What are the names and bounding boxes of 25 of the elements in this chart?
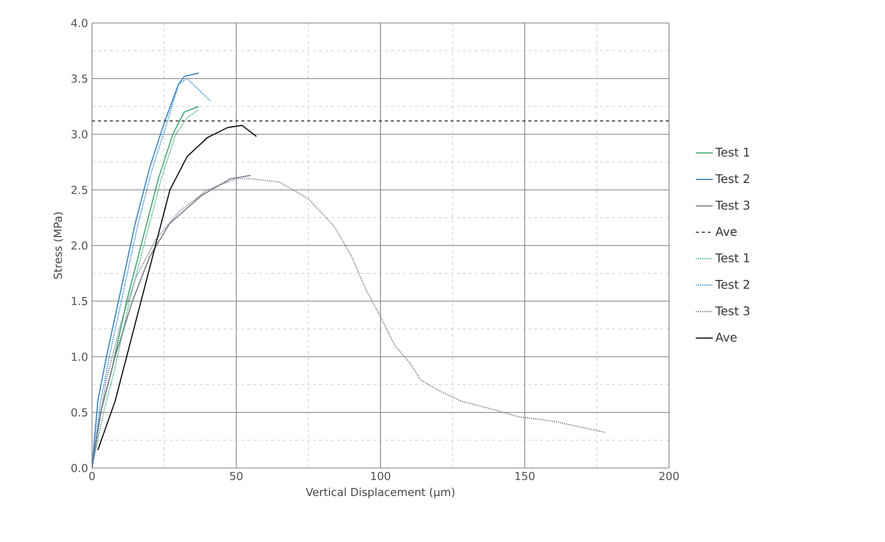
y-axis-title: Stress (MPa) [53, 212, 64, 279]
x-tick-label: 50 [230, 472, 242, 480]
x-tick-label: 200 [659, 472, 679, 480]
x-tick-label: 100 [371, 472, 390, 480]
legend-label: Ave [715, 227, 737, 236]
y-tick-label: 2.5 [72, 186, 88, 194]
legend-label: Test 3 [715, 306, 750, 316]
legend-label: Test 2 [715, 280, 750, 289]
y-tick-label: 1.5 [72, 297, 88, 306]
y-tick-label: 0.0 [71, 464, 88, 472]
y-tick-label: 3.5 [72, 74, 88, 83]
legend-label: Test 1 [715, 253, 750, 262]
x-tick-label: 0 [89, 472, 95, 480]
y-tick-label: 4.0 [71, 18, 88, 28]
x-axis-title: Vertical Displacement (µm) [306, 488, 454, 498]
legend-label: Test 2 [715, 174, 750, 184]
legend-label: Test 1 [715, 148, 750, 157]
y-tick-label: 1.0 [72, 352, 88, 361]
y-tick-label: 3.0 [72, 130, 88, 138]
line-series [97, 124, 257, 451]
y-tick-label: 0.5 [71, 408, 88, 417]
y-tick-label: 2.0 [72, 241, 88, 250]
x-tick-label: 150 [516, 472, 534, 480]
legend-label: Ave [715, 332, 737, 342]
legend-label: Test 3 [715, 200, 750, 210]
